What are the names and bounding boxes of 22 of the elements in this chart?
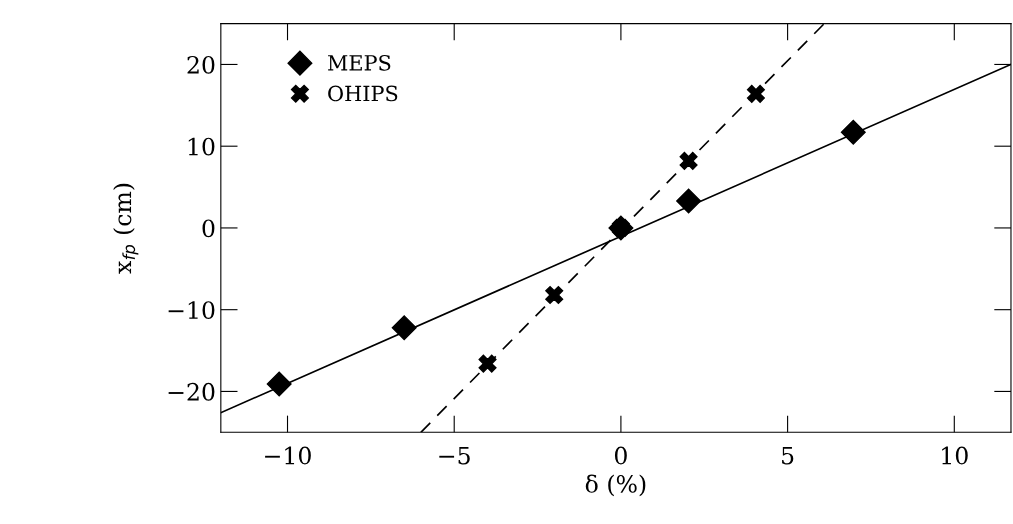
y-tick-label: 10 — [188, 137, 215, 156]
y-tick-label: −20 — [168, 382, 215, 401]
y-tick-label: −10 — [168, 301, 215, 319]
point — [840, 119, 866, 145]
point — [679, 151, 698, 170]
point — [266, 371, 292, 397]
x-axis-title: δ (%) — [585, 474, 646, 497]
legend-label: OHIPS — [328, 85, 398, 102]
point — [676, 188, 702, 214]
y-axis-title: x$_{fp}$ (cm) — [113, 183, 139, 274]
point — [746, 84, 765, 103]
y-tick-label: 0 — [202, 219, 215, 238]
x-tick-label: 0 — [614, 446, 627, 465]
y-tick-label: 20 — [187, 55, 215, 74]
x-tick-label: 10 — [942, 446, 968, 465]
point — [545, 285, 564, 304]
x-tick-label: −5 — [439, 446, 470, 465]
legend-label: MEPS — [328, 54, 391, 71]
point — [478, 354, 497, 373]
point — [391, 315, 417, 341]
x-tick-label: 5 — [782, 446, 794, 465]
x-tick-label: −10 — [265, 446, 311, 465]
